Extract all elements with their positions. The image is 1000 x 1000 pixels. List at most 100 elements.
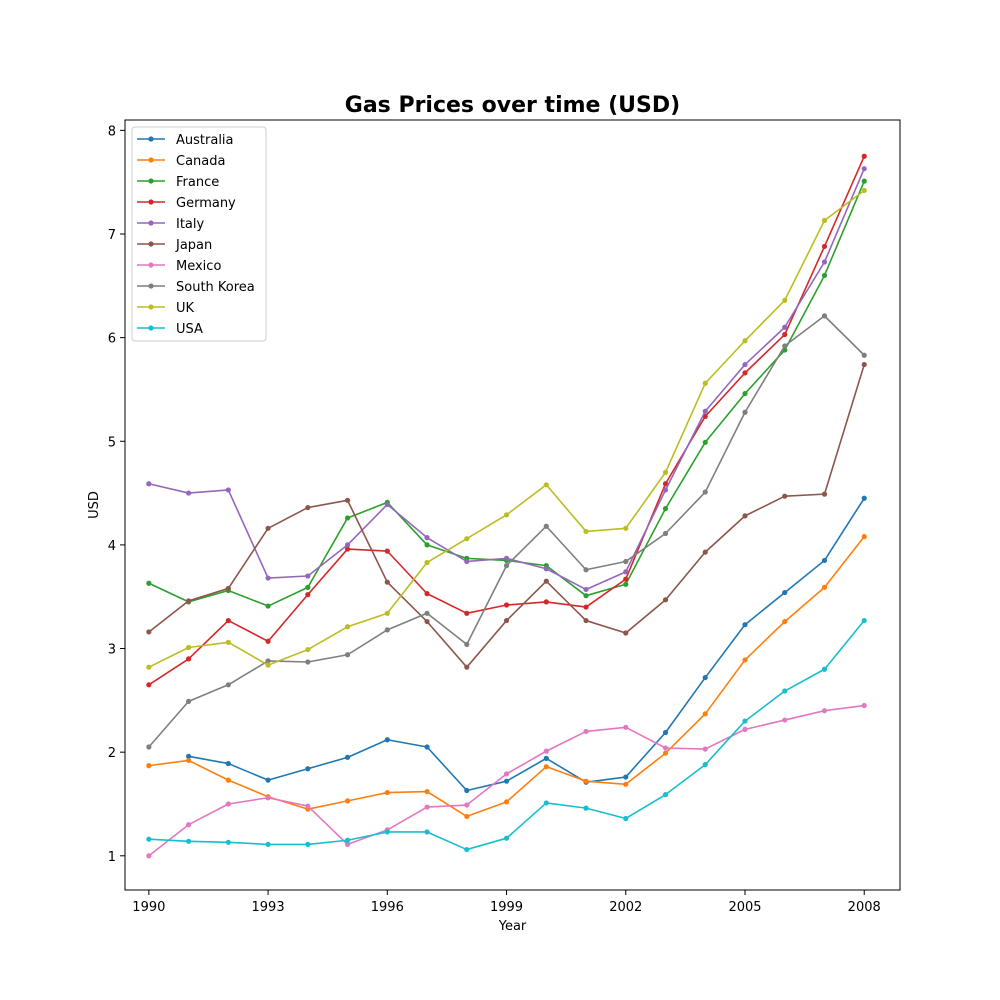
data-point-mexico [344, 841, 351, 848]
legend-label-south-korea: South Korea [176, 280, 255, 295]
data-point-australia [742, 622, 748, 628]
data-point-italy [742, 361, 748, 368]
data-point-uk [464, 536, 470, 542]
data-point-australia [265, 777, 271, 783]
data-point-japan [225, 585, 231, 592]
legend-marker-japan [148, 241, 154, 247]
data-point-south-korea [861, 352, 867, 358]
data-point-japan [464, 664, 470, 670]
data-point-canada [543, 764, 549, 770]
data-point-usa [623, 815, 629, 822]
data-point-japan [662, 597, 669, 603]
data-point-uk [821, 217, 828, 224]
data-point-uk [662, 469, 669, 475]
series-japan [146, 361, 867, 670]
data-point-uk [424, 559, 430, 566]
data-point-canada [782, 618, 788, 625]
data-point-usa [861, 617, 867, 624]
data-point-australia [702, 674, 708, 681]
data-point-south-korea [265, 658, 271, 664]
legend-marker-south-korea [148, 283, 154, 289]
data-point-south-korea [662, 530, 669, 537]
data-point-australia [623, 774, 629, 780]
series-line-australia [188, 497, 865, 792]
data-point-usa [503, 835, 510, 841]
y-axis-label: USD [87, 491, 102, 519]
data-point-australia [861, 495, 867, 501]
data-point-france [583, 593, 589, 599]
data-point-australia [543, 755, 549, 761]
series-germany [146, 153, 867, 688]
series-usa [146, 617, 867, 853]
data-point-usa [265, 841, 271, 848]
data-point-usa [742, 718, 748, 724]
data-point-uk [583, 528, 589, 535]
data-point-canada [464, 813, 470, 820]
data-point-italy [185, 490, 192, 496]
data-point-south-korea [702, 489, 708, 495]
data-point-mexico [225, 801, 231, 807]
data-point-japan [344, 497, 351, 503]
data-point-south-korea [424, 610, 430, 616]
data-point-italy [146, 481, 152, 487]
data-point-germany [742, 370, 748, 376]
y-tick-label: 3 [108, 643, 116, 658]
data-point-germany [821, 243, 828, 250]
data-point-canada [702, 711, 708, 717]
data-point-uk [543, 482, 549, 488]
data-point-usa [662, 792, 669, 798]
data-point-canada [185, 757, 192, 764]
data-point-uk [702, 380, 708, 386]
data-point-south-korea [623, 558, 629, 565]
data-point-south-korea [583, 567, 589, 573]
series-italy [146, 166, 867, 593]
series-uk [146, 187, 867, 670]
data-point-mexico [305, 803, 311, 809]
data-point-south-korea [344, 652, 351, 658]
data-point-japan [384, 579, 390, 585]
legend-marker-canada [148, 157, 154, 163]
x-tick-label: 1999 [490, 900, 523, 915]
data-point-australia [424, 744, 430, 750]
data-point-germany [583, 604, 589, 610]
legend-label-italy: Italy [176, 217, 205, 232]
data-point-usa [702, 762, 708, 768]
data-point-germany [146, 682, 152, 688]
data-point-japan [861, 361, 867, 368]
data-point-south-korea [821, 313, 828, 319]
legend-item-italy: Italy [137, 217, 205, 232]
legend-marker-uk [148, 304, 154, 310]
data-point-usa [543, 800, 549, 806]
data-point-canada [503, 799, 510, 805]
legend-item-germany: Germany [137, 196, 236, 211]
data-point-japan [146, 629, 152, 635]
data-point-australia [464, 787, 470, 794]
data-point-mexico [821, 708, 828, 714]
data-point-italy [344, 542, 351, 548]
data-point-canada [344, 798, 351, 804]
data-point-germany [782, 331, 788, 338]
data-point-south-korea [464, 641, 470, 647]
legend-marker-germany [148, 199, 154, 205]
data-point-italy [543, 566, 549, 572]
data-point-mexico [503, 771, 510, 777]
data-point-italy [861, 166, 867, 172]
data-point-italy [305, 573, 311, 579]
legend-item-usa: USA [137, 322, 203, 337]
data-point-japan [424, 618, 430, 625]
legend-label-japan: Japan [175, 238, 212, 253]
data-point-usa [384, 829, 390, 835]
data-point-australia [225, 760, 231, 767]
data-point-south-korea [384, 627, 390, 633]
data-point-uk [146, 664, 152, 670]
data-point-france [146, 580, 152, 586]
data-point-south-korea [543, 523, 549, 529]
x-tick-label: 2002 [609, 900, 642, 915]
data-point-japan [583, 617, 589, 624]
data-point-germany [464, 610, 470, 616]
data-point-usa [583, 805, 589, 811]
data-point-germany [344, 546, 351, 552]
data-point-canada [861, 534, 867, 540]
data-point-germany [503, 602, 510, 608]
